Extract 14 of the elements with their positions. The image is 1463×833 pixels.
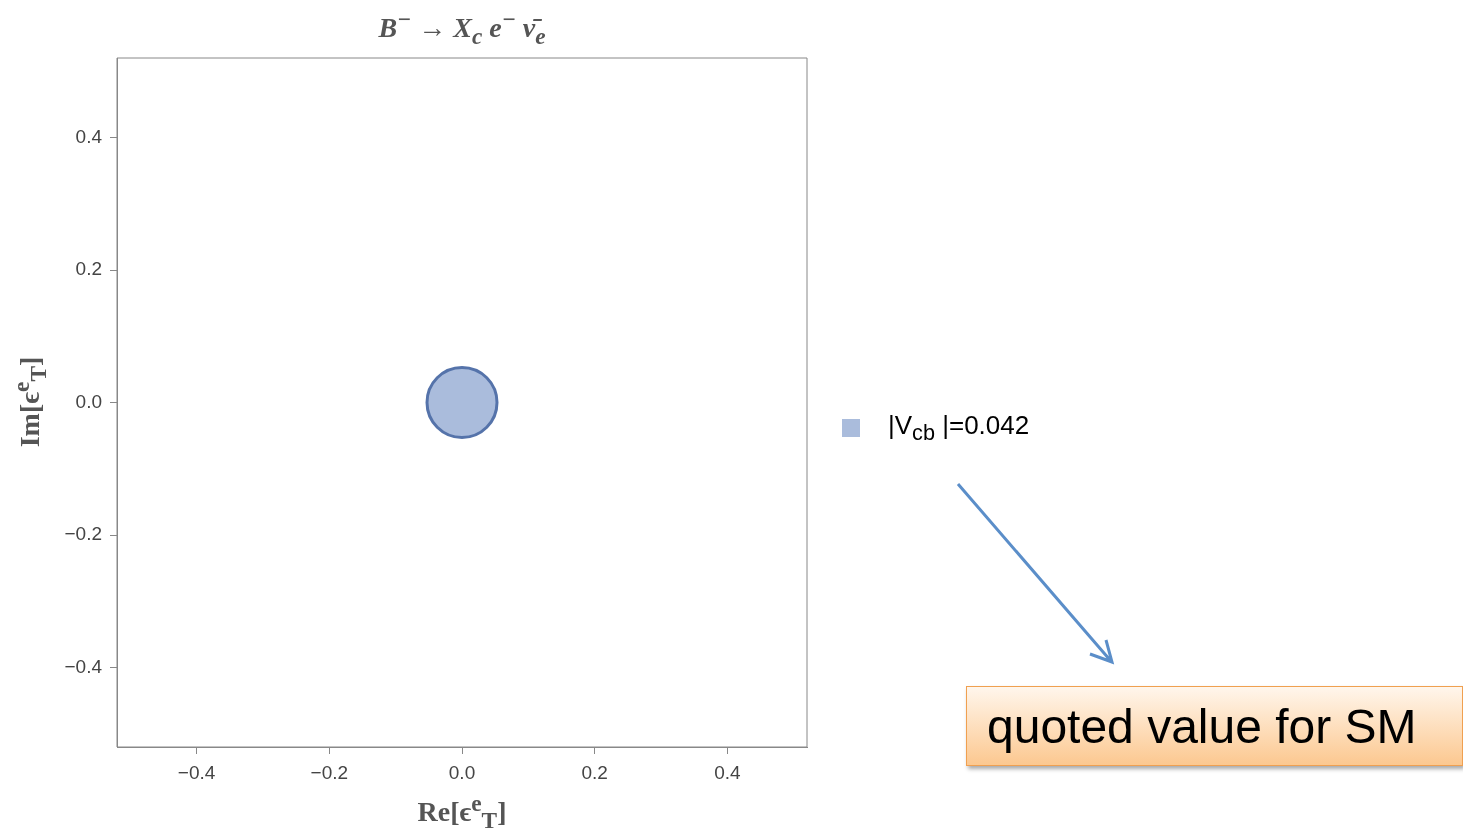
y-tick-label: 0.0 [75,390,102,412]
y-tick-label: 0.4 [75,125,103,147]
x-tick-label: 0.2 [581,761,608,783]
x-tick-label: 0.4 [714,761,742,783]
chart-title: B$^{−}$ → X$_{c}$ e$^{−}$ ν̄$_{e}$ [378,6,546,50]
x-tick-label: −0.4 [177,761,216,783]
x-tick-label: −0.2 [310,761,349,783]
y-tick-label: −0.2 [64,523,102,545]
legend-label: |V$_{cb}$ |=0.042 [888,410,1030,447]
y-tick-label: −0.4 [64,655,103,677]
y-tick-label: 0.2 [75,258,102,280]
x-tick-label: 0.0 [448,761,476,783]
text: quoted value for SM [966,686,1463,766]
x-axis-title: Re[ϵ$^{e}$$_{T}$] [417,790,507,833]
